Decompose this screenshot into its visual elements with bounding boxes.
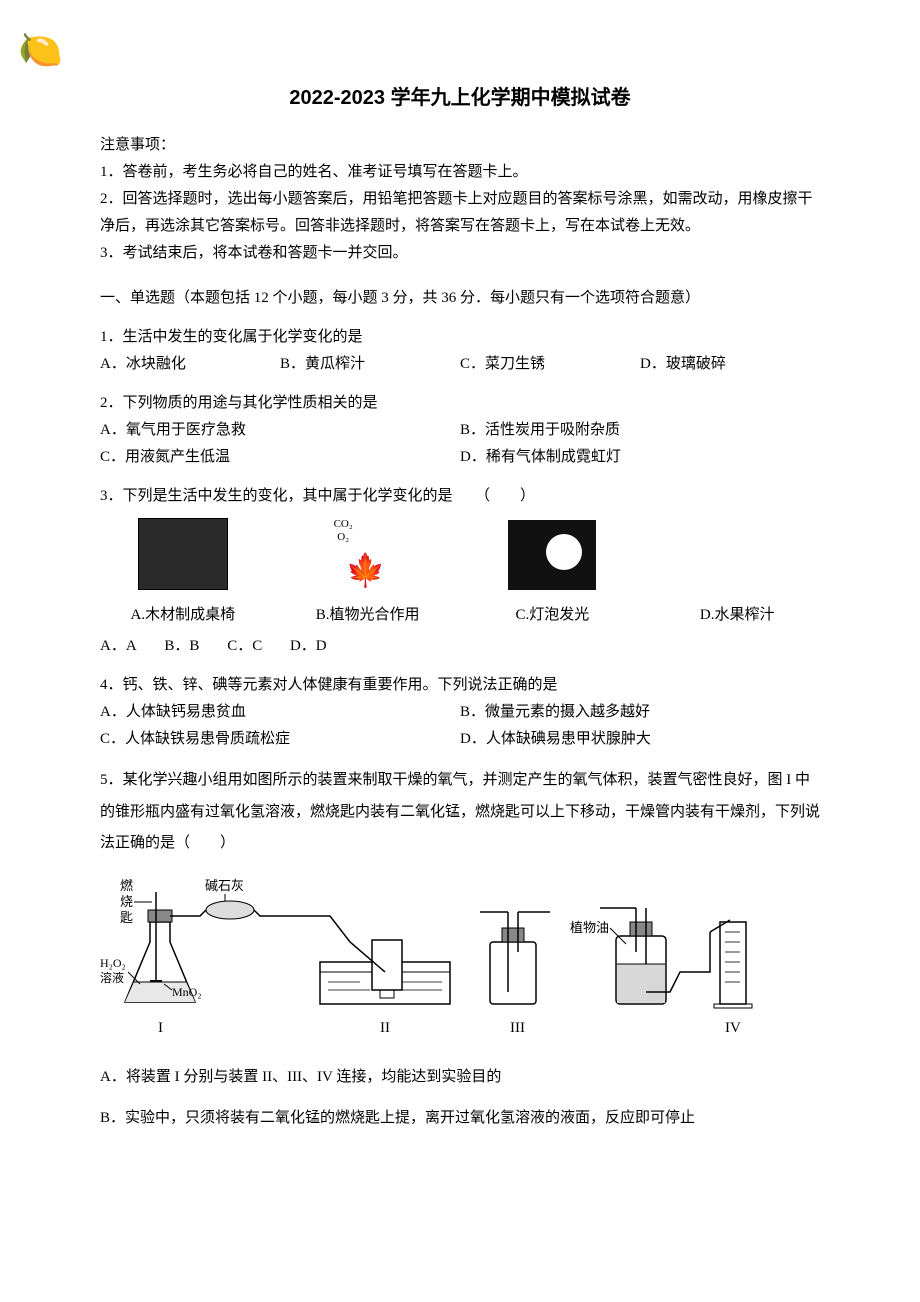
notice-item-2: 2．回答选择题时，选出每小题答案后，用铅笔把答题卡上对应题目的答案标号涂黑，如需… bbox=[100, 186, 820, 240]
q5-stem: 5．某化学兴趣小组用如图所示的装置来制取干燥的氧气，并测定产生的氧气体积，装置气… bbox=[100, 765, 820, 860]
svg-text:碱石灰: 碱石灰 bbox=[205, 878, 244, 893]
svg-text:H₂O₂: H₂O₂ bbox=[100, 956, 126, 970]
q3-option-c: C．C bbox=[227, 633, 262, 660]
wood-furniture-icon bbox=[138, 518, 228, 590]
q3-caption-a: A.木材制成桌椅 bbox=[100, 602, 266, 629]
q4-option-b: B．微量元素的摄入越多越好 bbox=[460, 699, 820, 726]
q5-option-b: B．实验中，只须将装有二氧化锰的燃烧匙上提，离开过氧化氢溶液的液面，反应即可停止 bbox=[100, 1103, 820, 1135]
svg-text:IV: IV bbox=[725, 1020, 741, 1036]
q5-diagram: 燃 烧 匙 碱石灰 H₂O₂ 溶液 MnO₂ bbox=[100, 872, 820, 1052]
q2-option-c: C．用液氮产生低温 bbox=[100, 444, 460, 471]
svg-text:溶液: 溶液 bbox=[100, 970, 124, 985]
svg-text:III: III bbox=[510, 1020, 525, 1036]
co2-label: CO₂O₂ bbox=[334, 518, 353, 544]
svg-text:匙: 匙 bbox=[120, 910, 133, 925]
q1-option-c: C．菜刀生锈 bbox=[460, 351, 640, 378]
q3-caption-b: B.植物光合作用 bbox=[285, 602, 451, 629]
q3-image-c: C.灯泡发光 bbox=[470, 520, 636, 629]
q2-option-d: D．稀有气体制成霓虹灯 bbox=[460, 444, 820, 471]
svg-text:II: II bbox=[380, 1020, 390, 1036]
q3-option-b: B．B bbox=[164, 633, 199, 660]
q3-stem: 3．下列是生活中发生的变化，其中属于化学变化的是 （ ） bbox=[100, 483, 820, 510]
q3-images: A.木材制成桌椅 CO₂O₂ 🍁 B.植物光合作用 C.灯泡发光 🍋 D.水果榨… bbox=[100, 518, 820, 629]
q4-stem: 4．钙、铁、锌、碘等元素对人体健康有重要作用。下列说法正确的是 bbox=[100, 672, 820, 699]
bulb-glow-icon bbox=[508, 520, 596, 590]
q4-options-row1: A．人体缺钙易患贫血 B．微量元素的摄入越多越好 bbox=[100, 699, 820, 726]
q1-option-b: B．黄瓜榨汁 bbox=[280, 351, 460, 378]
photosynthesis-icon: CO₂O₂ 🍁 bbox=[318, 520, 418, 590]
svg-text:植物油: 植物油 bbox=[570, 920, 609, 935]
leaf-icon: 🍁 bbox=[346, 542, 386, 600]
q3-image-a: A.木材制成桌椅 bbox=[100, 518, 266, 629]
juicer-icon: 🍋 bbox=[693, 520, 781, 590]
q4-option-c: C．人体缺铁易患骨质疏松症 bbox=[100, 726, 460, 753]
q4-option-d: D．人体缺碘易患甲状腺肿大 bbox=[460, 726, 820, 753]
q5-option-a: A．将装置 I 分别与装置 II、III、IV 连接，均能达到实验目的 bbox=[100, 1064, 820, 1091]
page-title: 2022-2023 学年九上化学期中模拟试卷 bbox=[100, 80, 820, 116]
fruit-juice-icon: 🍋 bbox=[18, 18, 63, 83]
q3-caption-d: D.水果榨汁 bbox=[654, 602, 820, 629]
svg-text:烧: 烧 bbox=[120, 894, 133, 909]
q3-image-d: 🍋 D.水果榨汁 bbox=[654, 520, 820, 629]
q1-options: A．冰块融化 B．黄瓜榨汁 C．菜刀生锈 D．玻璃破碎 bbox=[100, 351, 820, 378]
q1-stem: 1．生活中发生的变化属于化学变化的是 bbox=[100, 324, 820, 351]
q2-option-b: B．活性炭用于吸附杂质 bbox=[460, 417, 820, 444]
q3-image-b: CO₂O₂ 🍁 B.植物光合作用 bbox=[285, 520, 451, 629]
notice-item-3: 3．考试结束后，将本试卷和答题卡一并交回。 bbox=[100, 240, 820, 267]
q4-option-a: A．人体缺钙易患贫血 bbox=[100, 699, 460, 726]
notice-item-1: 1．答卷前，考生务必将自己的姓名、准考证号填写在答题卡上。 bbox=[100, 159, 820, 186]
svg-text:I: I bbox=[158, 1020, 163, 1036]
svg-text:MnO₂: MnO₂ bbox=[172, 985, 202, 999]
q3-option-a: A．A bbox=[100, 633, 137, 660]
q2-option-a: A．氧气用于医疗急救 bbox=[100, 417, 460, 444]
q3-caption-c: C.灯泡发光 bbox=[470, 602, 636, 629]
q2-stem: 2．下列物质的用途与其化学性质相关的是 bbox=[100, 390, 820, 417]
q1-option-a: A．冰块融化 bbox=[100, 351, 280, 378]
q4-options-row2: C．人体缺铁易患骨质疏松症 D．人体缺碘易患甲状腺肿大 bbox=[100, 726, 820, 753]
q3-options: A．A B．B C．C D．D bbox=[100, 633, 820, 660]
q2-options-row2: C．用液氮产生低温 D．稀有气体制成霓虹灯 bbox=[100, 444, 820, 471]
apparatus-diagram: 燃 烧 匙 碱石灰 H₂O₂ 溶液 MnO₂ bbox=[100, 872, 800, 1052]
q2-options-row1: A．氧气用于医疗急救 B．活性炭用于吸附杂质 bbox=[100, 417, 820, 444]
notice-heading: 注意事项： bbox=[100, 132, 820, 159]
label-spoon: 燃 bbox=[120, 878, 133, 893]
q3-option-d: D．D bbox=[290, 633, 327, 660]
section1-heading: 一、单选题（本题包括 12 个小题，每小题 3 分，共 36 分．每小题只有一个… bbox=[100, 285, 820, 312]
q1-option-d: D．玻璃破碎 bbox=[640, 351, 820, 378]
